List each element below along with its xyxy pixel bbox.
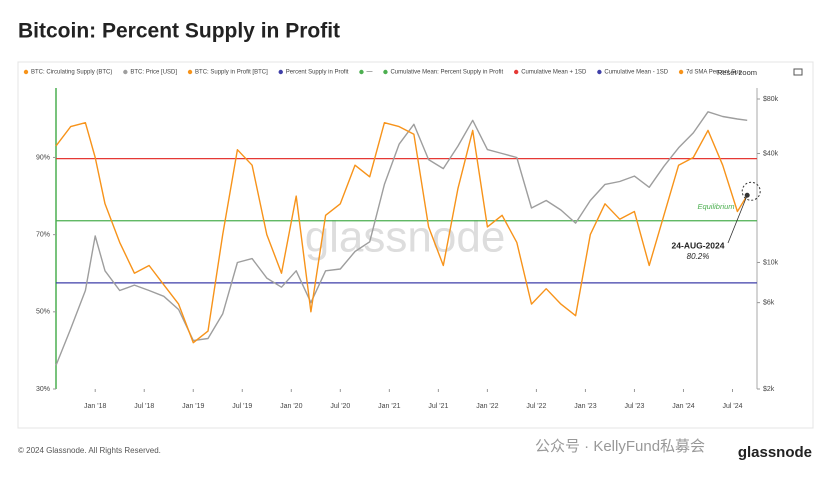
legend-label: BTC: Price [USD]	[130, 70, 177, 76]
equilibrium-ring	[741, 181, 761, 201]
panel	[17, 61, 814, 429]
legend-dot	[383, 69, 388, 75]
camera-icon[interactable]	[793, 68, 803, 76]
x-tick-label: Jul '18	[134, 403, 154, 410]
y-tick-label: 50%	[36, 309, 50, 316]
legend-dot	[513, 69, 519, 75]
legend-label: Percent Supply in Profit	[286, 70, 349, 76]
reset-zoom[interactable]: Reset zoom	[717, 68, 757, 77]
y-tick-label: 70%	[36, 231, 50, 238]
legend-dot	[597, 69, 602, 75]
legend-dot	[359, 69, 364, 75]
legend-dot	[187, 69, 193, 75]
legend-dot	[678, 69, 684, 75]
footer: © 2024 Glassnode. All Rights Reserved.	[18, 446, 161, 455]
annotation-value: 80.2%	[687, 252, 710, 261]
y2-tick-label: $80k	[763, 96, 779, 103]
equilibrium-label: Equilibrium	[697, 202, 734, 211]
y2-tick-label: $40k	[763, 150, 779, 157]
series-line	[55, 122, 748, 344]
x-tick-label: Jul '24	[722, 403, 742, 410]
legend-label: BTC: Supply in Profit [BTC]	[195, 70, 268, 76]
x-tick-label: Jan '22	[476, 403, 498, 410]
watermark: glassnode	[305, 213, 506, 262]
x-tick-label: Jul '21	[428, 403, 448, 410]
x-tick-label: Jul '20	[330, 403, 350, 410]
logo: glassnode	[738, 444, 812, 461]
legend-label: Cumulative Mean - 1SD	[604, 70, 668, 76]
y2-tick-label: $2k	[763, 386, 775, 393]
legend-label: Cumulative Mean: Percent Supply in Profi…	[390, 70, 503, 76]
y-tick-label: 90%	[36, 154, 50, 161]
wechat-watermark: 公众号 · KellyFund私募会	[535, 438, 705, 455]
legend-label: 7d SMA Percent Sup	[686, 70, 742, 76]
legend-dot	[278, 69, 283, 75]
x-tick-label: Jan '21	[378, 403, 400, 410]
x-tick-label: Jan '19	[182, 403, 204, 410]
legend-label: —	[366, 70, 372, 76]
legend-dot	[23, 69, 29, 75]
y2-tick-label: $10k	[763, 259, 779, 266]
x-tick-label: Jul '22	[526, 403, 546, 410]
annotation-date: 24-AUG-2024	[672, 240, 725, 250]
x-tick-label: Jul '19	[232, 403, 252, 410]
legend-dot	[123, 69, 128, 75]
x-tick-label: Jan '20	[280, 403, 302, 410]
x-tick-label: Jul '23	[624, 403, 644, 410]
legend-label: BTC: Circulating Supply (BTC)	[31, 70, 112, 76]
x-tick-label: Jan '24	[672, 403, 694, 410]
chart-title: Bitcoin: Percent Supply in Profit	[18, 20, 340, 43]
y-tick-label: 30%	[36, 386, 50, 393]
x-tick-label: Jan '18	[84, 403, 106, 410]
annotation-leader	[727, 195, 748, 244]
y2-tick-label: $6k	[763, 299, 775, 306]
series-line	[55, 111, 748, 366]
x-tick-label: Jan '23	[574, 403, 596, 410]
legend-label: Cumulative Mean + 1SD	[521, 70, 587, 76]
